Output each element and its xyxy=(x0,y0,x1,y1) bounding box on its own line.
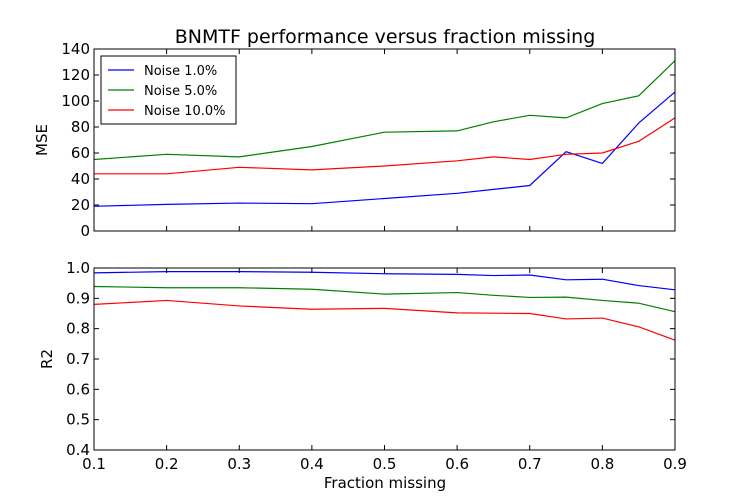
mse-y-axis-label: MSE xyxy=(33,124,51,156)
mse-y-tick-label: 100 xyxy=(61,92,90,110)
r2-y-tick-label: 0.5 xyxy=(66,411,90,429)
mse-y-tick-label: 80 xyxy=(71,118,90,136)
r2-series-line-3 xyxy=(93,299,676,341)
r2-y-tick-label: 0.9 xyxy=(66,289,90,307)
mse-series-line-2 xyxy=(93,60,676,161)
r2-y-tick-label: 0.7 xyxy=(66,350,90,368)
r2-panel: 0.4 0.5 0.6 0.7 0.8 0.9 1.0 0.1 0.2 0.3 0.4 0.5 0.6 0… xyxy=(38,259,687,473)
x-tick-label: 0.9 xyxy=(663,455,687,473)
mse-y-tick-label: 120 xyxy=(61,66,90,84)
r2-y-tick-label: 0.8 xyxy=(66,320,90,338)
r2-y-axis-label: R2 xyxy=(38,349,56,369)
legend-entry-2: Noise 5.0% xyxy=(144,84,217,99)
mse-y-tick-label: 60 xyxy=(71,144,90,162)
mse-y-tick-label: 40 xyxy=(71,170,90,188)
mse-y-tick-label: 0 xyxy=(80,222,90,240)
legend-entry-1: Noise 1.0% xyxy=(144,64,217,79)
r2-y-tick-label: 1.0 xyxy=(66,259,90,277)
r2-y-tick-label: 0.4 xyxy=(66,441,90,459)
r2-series-line-1 xyxy=(93,271,676,291)
r2-series-line-2 xyxy=(93,285,676,313)
mse-panel: 0 20 40 60 80 100 120 140 MSE Noise 1.0% Noise 5… xyxy=(33,40,676,240)
mse-series-line-3 xyxy=(94,117,676,175)
x-tick-label: 0.6 xyxy=(445,455,469,473)
r2-y-tick-label: 0.6 xyxy=(66,380,90,398)
mse-y-tick-label: 140 xyxy=(61,40,90,58)
mse-series-line-1 xyxy=(93,91,676,207)
x-tick-label: 0.2 xyxy=(155,455,179,473)
x-tick-label: 0.1 xyxy=(82,455,106,473)
r2-axes-frame xyxy=(93,267,676,451)
x-tick-label: 0.5 xyxy=(373,455,397,473)
x-axis-label: Fraction missing xyxy=(324,474,446,492)
x-tick-label: 0.3 xyxy=(227,455,251,473)
chart-title: BNMTF performance versus fraction missin… xyxy=(175,26,596,48)
x-tick-label: 0.7 xyxy=(518,455,542,473)
x-tick-label: 0.4 xyxy=(300,455,324,473)
legend: Noise 1.0% Noise 5.0% Noise 10.0% xyxy=(100,55,237,125)
x-tick-label: 0.8 xyxy=(590,455,614,473)
mse-y-tick-label: 20 xyxy=(71,196,90,214)
legend-entry-3: Noise 10.0% xyxy=(144,104,226,119)
